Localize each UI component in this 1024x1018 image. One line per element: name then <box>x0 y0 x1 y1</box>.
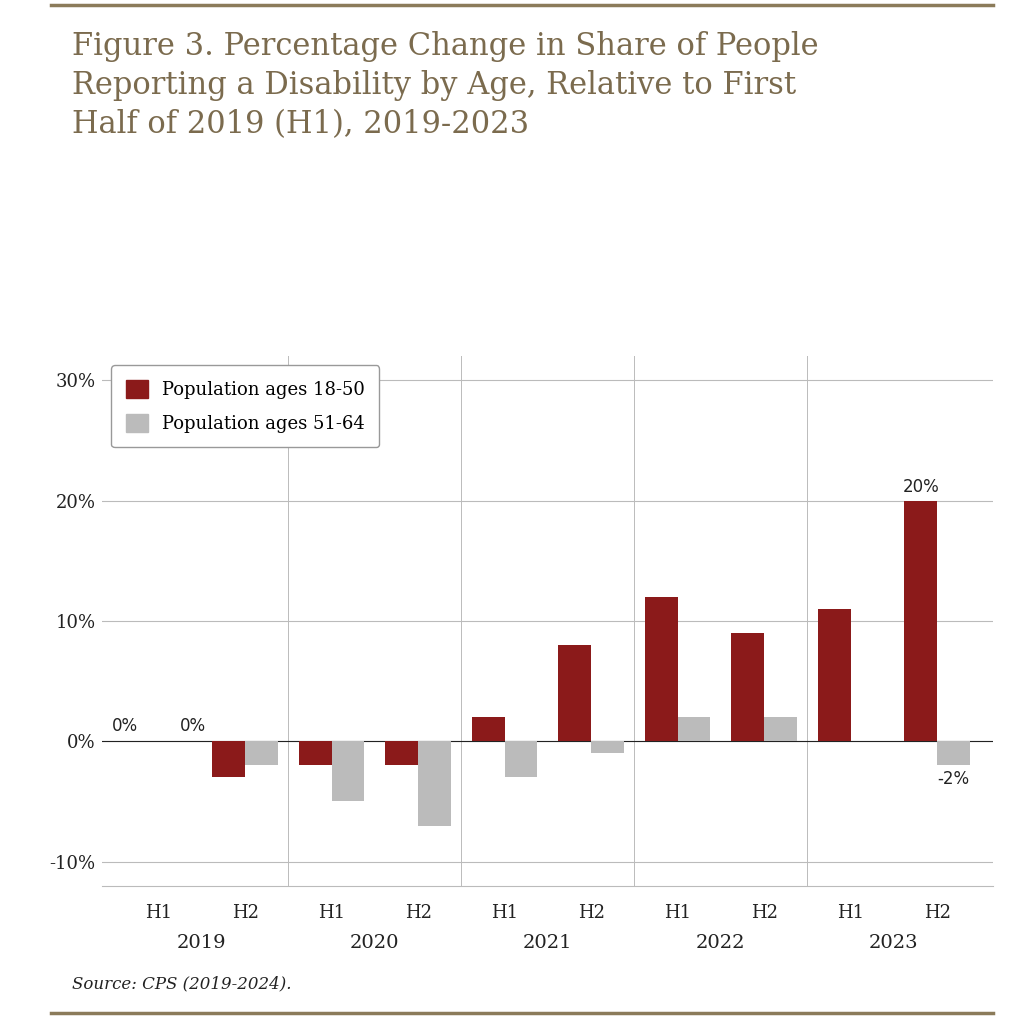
Bar <box>299 741 332 766</box>
Text: H2: H2 <box>231 904 259 921</box>
Bar <box>904 501 937 741</box>
Bar <box>645 597 678 741</box>
Text: H2: H2 <box>404 904 431 921</box>
Text: H1: H1 <box>664 904 691 921</box>
Bar <box>212 741 245 778</box>
Bar <box>418 741 451 826</box>
Text: 0%: 0% <box>179 718 206 735</box>
Bar <box>505 741 538 778</box>
Bar <box>764 718 797 741</box>
Text: Source: CPS (2019-2024).: Source: CPS (2019-2024). <box>72 975 291 993</box>
Text: H2: H2 <box>751 904 777 921</box>
Text: Figure 3. Percentage Change in Share of People
Reporting a Disability by Age, Re: Figure 3. Percentage Change in Share of … <box>72 31 818 140</box>
Text: 2021: 2021 <box>523 934 572 952</box>
Text: 2020: 2020 <box>350 934 399 952</box>
Bar <box>731 633 764 741</box>
Bar <box>678 718 711 741</box>
Text: H1: H1 <box>145 904 172 921</box>
Bar <box>818 609 851 741</box>
Text: H2: H2 <box>578 904 604 921</box>
Text: 2019: 2019 <box>177 934 226 952</box>
Text: H1: H1 <box>837 904 864 921</box>
Bar <box>332 741 365 801</box>
Legend: Population ages 18-50, Population ages 51-64: Population ages 18-50, Population ages 5… <box>112 365 379 447</box>
Text: 20%: 20% <box>902 477 939 496</box>
Text: -2%: -2% <box>937 771 970 788</box>
Text: 2022: 2022 <box>696 934 745 952</box>
Text: H1: H1 <box>318 904 345 921</box>
Bar <box>472 718 505 741</box>
Bar <box>385 741 418 766</box>
Bar <box>558 645 591 741</box>
Bar <box>937 741 970 766</box>
Text: H2: H2 <box>924 904 950 921</box>
Text: H1: H1 <box>492 904 518 921</box>
Bar <box>591 741 624 753</box>
Text: 2023: 2023 <box>869 934 919 952</box>
Bar <box>245 741 278 766</box>
Text: 0%: 0% <box>112 718 138 735</box>
